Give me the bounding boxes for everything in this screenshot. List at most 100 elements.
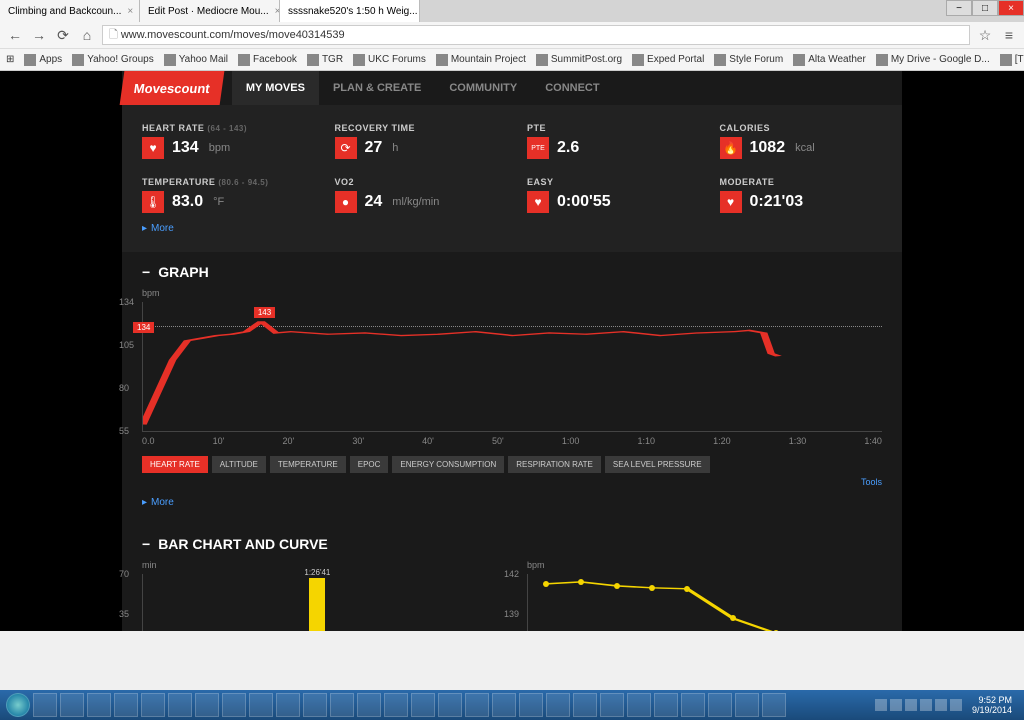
taskbar-app[interactable] xyxy=(87,693,111,717)
bookmark-item[interactable]: TGR xyxy=(307,54,343,66)
taskbar-app[interactable] xyxy=(492,693,516,717)
menu-icon[interactable]: ≡ xyxy=(1000,26,1018,44)
taskbar-app[interactable] xyxy=(303,693,327,717)
more-link[interactable]: ▸ More xyxy=(142,223,882,234)
graph-tab[interactable]: ENERGY CONSUMPTION xyxy=(392,456,504,473)
curve-point[interactable] xyxy=(773,630,779,631)
close-button[interactable]: × xyxy=(998,0,1024,16)
taskbar-app[interactable] xyxy=(33,693,57,717)
home-button[interactable]: ⌂ xyxy=(78,26,96,44)
browser-tab[interactable]: Edit Post · Mediocre Mou...× xyxy=(140,0,280,22)
bookmark-item[interactable]: Yahoo Mail xyxy=(164,54,228,66)
apps-icon[interactable]: ⊞ xyxy=(6,54,14,65)
tray-icon[interactable] xyxy=(920,699,932,711)
tray-icon[interactable] xyxy=(890,699,902,711)
taskbar-app[interactable] xyxy=(735,693,759,717)
graph-tab[interactable]: HEART RATE xyxy=(142,456,208,473)
curve-point[interactable] xyxy=(649,585,655,591)
tab-close-icon[interactable]: × xyxy=(127,6,133,17)
hr-chart[interactable]: 134 5580105134143 xyxy=(142,302,882,432)
taskbar-app[interactable] xyxy=(573,693,597,717)
taskbar-app[interactable] xyxy=(249,693,273,717)
forward-button[interactable]: → xyxy=(30,26,48,44)
page-content: Movescount MY MOVESPLAN & CREATECOMMUNIT… xyxy=(122,71,902,631)
bookmark-item[interactable]: Facebook xyxy=(238,54,297,66)
url-input[interactable]: 🗋 www.movescount.com/moves/move40314539 xyxy=(102,25,970,45)
bookmark-icon xyxy=(307,54,319,66)
taskbar-app[interactable] xyxy=(357,693,381,717)
graph-tab[interactable]: RESPIRATION RATE xyxy=(508,456,601,473)
taskbar-app[interactable] xyxy=(519,693,543,717)
stat-icon: ♥ xyxy=(527,191,549,213)
taskbar-app[interactable] xyxy=(762,693,786,717)
barchart-title: BAR CHART AND CURVE xyxy=(158,536,328,552)
graph-more-link[interactable]: ▸ More xyxy=(142,497,882,508)
taskbar-app[interactable] xyxy=(141,693,165,717)
collapse-icon[interactable]: − xyxy=(142,264,150,280)
taskbar-app[interactable] xyxy=(438,693,462,717)
bookmark-item[interactable]: Exped Portal xyxy=(632,54,704,66)
tools-link[interactable]: Tools xyxy=(142,477,882,487)
collapse-icon[interactable]: − xyxy=(142,536,150,552)
taskbar-app[interactable] xyxy=(168,693,192,717)
curve-point[interactable] xyxy=(684,586,690,592)
taskbar-app[interactable] xyxy=(114,693,138,717)
taskbar-app[interactable] xyxy=(411,693,435,717)
taskbar-app[interactable] xyxy=(546,693,570,717)
graph-tab[interactable]: TEMPERATURE xyxy=(270,456,346,473)
curve-point[interactable] xyxy=(730,615,736,621)
bookmark-item[interactable]: SummitPost.org xyxy=(536,54,622,66)
graph-tab[interactable]: SEA LEVEL PRESSURE xyxy=(605,456,710,473)
tray-icon[interactable] xyxy=(950,699,962,711)
bookmark-item[interactable]: [TMP] The Miniatur... xyxy=(1000,54,1024,66)
bar-label: 1:26'41 xyxy=(304,568,330,577)
y-tick: 55 xyxy=(119,426,129,436)
taskbar-app[interactable] xyxy=(627,693,651,717)
tray-icon[interactable] xyxy=(935,699,947,711)
bookmark-item[interactable]: Style Forum xyxy=(714,54,783,66)
nav-link[interactable]: CONNECT xyxy=(531,71,613,105)
intensity-bar[interactable]: 1:26'41 xyxy=(309,578,325,631)
taskbar-app[interactable] xyxy=(276,693,300,717)
barchart-section-header: − BAR CHART AND CURVE xyxy=(122,524,902,560)
clock[interactable]: 9:52 PM 9/19/2014 xyxy=(972,695,1012,715)
curve-point[interactable] xyxy=(614,583,620,589)
browser-tab[interactable]: Climbing and Backcoun...× xyxy=(0,0,140,22)
maximize-button[interactable]: □ xyxy=(972,0,998,16)
taskbar-app[interactable] xyxy=(654,693,678,717)
graph-tab[interactable]: ALTITUDE xyxy=(212,456,266,473)
taskbar-app[interactable] xyxy=(465,693,489,717)
tray-icon[interactable] xyxy=(875,699,887,711)
start-button[interactable] xyxy=(6,693,30,717)
taskbar-app[interactable] xyxy=(222,693,246,717)
page-icon: 🗋 xyxy=(109,26,118,45)
taskbar-app[interactable] xyxy=(681,693,705,717)
nav-link[interactable]: PLAN & CREATE xyxy=(319,71,435,105)
nav-link[interactable]: COMMUNITY xyxy=(435,71,531,105)
minimize-button[interactable]: − xyxy=(946,0,972,16)
bookmark-item[interactable]: My Drive - Google D... xyxy=(876,54,990,66)
taskbar-app[interactable] xyxy=(384,693,408,717)
back-button[interactable]: ← xyxy=(6,26,24,44)
browser-tab[interactable]: ssssnake520's 1:50 h Weig...× xyxy=(280,0,420,22)
taskbar-app[interactable] xyxy=(330,693,354,717)
reload-button[interactable]: ⟳ xyxy=(54,26,72,44)
bookmark-item[interactable]: Yahoo! Groups xyxy=(72,54,154,66)
taskbar-app[interactable] xyxy=(708,693,732,717)
logo[interactable]: Movescount xyxy=(120,71,225,105)
graph-tab[interactable]: EPOC xyxy=(350,456,389,473)
curve-point[interactable] xyxy=(543,581,549,587)
bookmark-item[interactable]: Alta Weather xyxy=(793,54,866,66)
curve-point[interactable] xyxy=(578,579,584,585)
time-text: 9:52 PM xyxy=(972,695,1012,705)
bookmark-item[interactable]: Mountain Project xyxy=(436,54,526,66)
bookmark-item[interactable]: Apps xyxy=(24,54,62,66)
taskbar-app[interactable] xyxy=(60,693,84,717)
hr-line xyxy=(143,302,882,431)
bookmark-item[interactable]: UKC Forums xyxy=(353,54,426,66)
taskbar-app[interactable] xyxy=(195,693,219,717)
taskbar-app[interactable] xyxy=(600,693,624,717)
tray-icon[interactable] xyxy=(905,699,917,711)
bookmark-star-icon[interactable]: ☆ xyxy=(976,26,994,44)
nav-link[interactable]: MY MOVES xyxy=(232,71,319,105)
